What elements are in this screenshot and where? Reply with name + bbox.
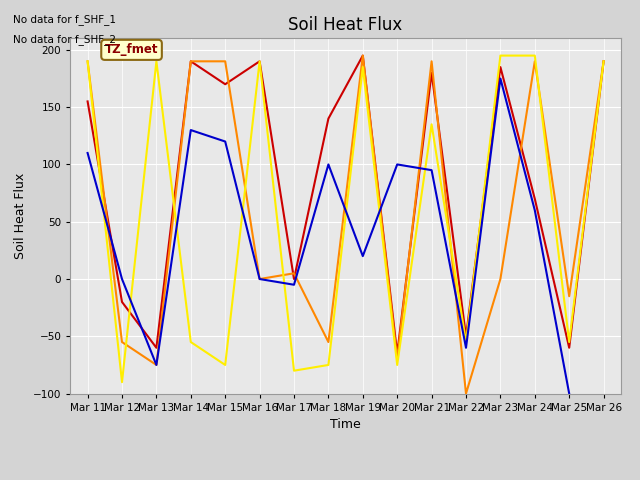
SHF3 [531, 53, 539, 59]
Text: No data for f_SHF_2: No data for f_SHF_2 [13, 34, 116, 45]
Title: Soil Heat Flux: Soil Heat Flux [289, 16, 403, 34]
SHF2 [531, 59, 539, 64]
SHF3 [256, 59, 264, 64]
SHF5 [256, 276, 264, 282]
Y-axis label: Soil Heat Flux: Soil Heat Flux [15, 173, 28, 259]
SHF3 [565, 339, 573, 345]
SHF1 [221, 81, 229, 87]
SHF1 [462, 334, 470, 339]
SHF2 [118, 339, 126, 345]
SHF5 [324, 162, 332, 168]
SHF5 [394, 162, 401, 168]
SHF5 [428, 168, 435, 173]
SHF5 [84, 150, 92, 156]
SHF1 [497, 64, 504, 70]
SHF5 [497, 76, 504, 82]
SHF3 [462, 339, 470, 345]
SHF1 [187, 59, 195, 64]
SHF2 [221, 59, 229, 64]
SHF3 [221, 362, 229, 368]
SHF5 [118, 276, 126, 282]
SHF2 [187, 59, 195, 64]
SHF1 [324, 116, 332, 121]
SHF1 [256, 59, 264, 64]
SHF3 [290, 368, 298, 373]
SHF5 [462, 345, 470, 351]
SHF2 [462, 391, 470, 396]
SHF2 [497, 276, 504, 282]
SHF3 [187, 339, 195, 345]
SHF5 [359, 253, 367, 259]
SHF3 [118, 379, 126, 385]
Line: SHF3: SHF3 [88, 56, 604, 382]
SHF2 [565, 293, 573, 299]
SHF5 [290, 282, 298, 288]
Line: SHF5: SHF5 [88, 79, 569, 394]
SHF1 [600, 59, 607, 64]
SHF1 [394, 350, 401, 356]
SHF5 [187, 127, 195, 133]
SHF1 [359, 53, 367, 59]
SHF3 [394, 362, 401, 368]
Line: SHF1: SHF1 [88, 56, 604, 353]
SHF3 [359, 64, 367, 70]
SHF2 [84, 59, 92, 64]
Line: SHF2: SHF2 [88, 56, 604, 394]
SHF5 [152, 362, 160, 368]
SHF3 [84, 59, 92, 64]
SHF1 [428, 70, 435, 76]
SHF1 [531, 196, 539, 202]
SHF2 [256, 276, 264, 282]
SHF3 [152, 59, 160, 64]
Legend: SHF1, SHF2, SHF3, SHF4, SHF5: SHF1, SHF2, SHF3, SHF4, SHF5 [154, 479, 537, 480]
SHF2 [428, 59, 435, 64]
SHF5 [221, 139, 229, 144]
SHF1 [290, 276, 298, 282]
SHF2 [324, 339, 332, 345]
SHF5 [565, 391, 573, 396]
SHF3 [497, 53, 504, 59]
SHF3 [324, 362, 332, 368]
SHF3 [428, 121, 435, 127]
SHF1 [84, 98, 92, 104]
SHF1 [152, 345, 160, 351]
Text: TZ_fmet: TZ_fmet [105, 43, 158, 56]
SHF3 [600, 59, 607, 64]
SHF1 [565, 345, 573, 351]
SHF2 [152, 362, 160, 368]
SHF2 [394, 356, 401, 362]
SHF5 [531, 207, 539, 213]
SHF2 [359, 53, 367, 59]
SHF2 [600, 59, 607, 64]
SHF2 [290, 270, 298, 276]
Text: No data for f_SHF_1: No data for f_SHF_1 [13, 14, 116, 25]
X-axis label: Time: Time [330, 418, 361, 431]
SHF1 [118, 299, 126, 305]
